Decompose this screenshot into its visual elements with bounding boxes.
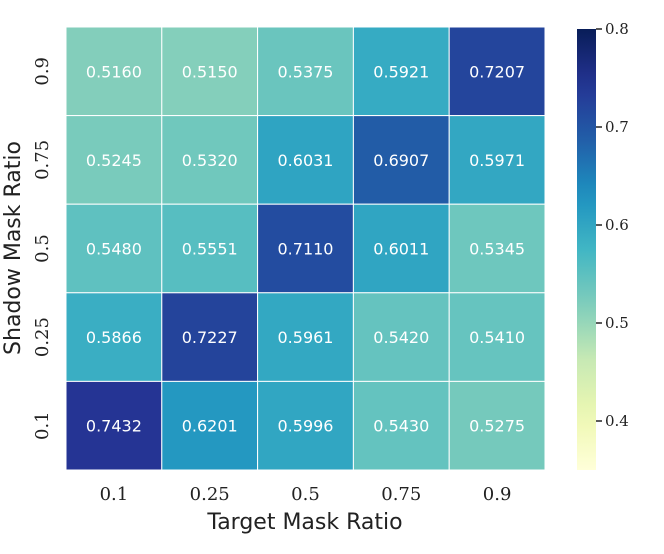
heatmap-cell [448,292,546,382]
heatmap-cell [352,203,450,294]
heatmap-cell [257,292,354,382]
cell-value-label: 0.5551 [182,240,238,259]
y-tick-label: 0.75 [32,140,53,180]
colorbar-tick-label: 0.8 [605,20,629,38]
heatmap-cell [257,203,354,294]
heatmap-cell [448,115,546,205]
heatmap-cell [257,26,354,117]
cell-value-label: 0.5150 [182,62,238,81]
heatmap-cell [65,292,163,382]
heatmap-cell [448,203,546,294]
colorbar-tick-label: 0.7 [605,118,629,136]
heatmap-cell [161,292,259,382]
colorbar [577,29,596,470]
y-tick-label: 0.25 [32,317,53,357]
x-axis-title: Target Mask Ratio [206,510,402,535]
cell-value-label: 0.5921 [373,62,429,81]
y-axis-title: Shadow Mask Ratio [1,141,26,355]
x-tick-label: 0.75 [381,484,421,505]
y-axis-ticks: 0.9 0.75 0.5 0.25 0.1 [32,57,53,440]
cell-value-label: 0.5420 [373,328,429,347]
heatmap-cell [352,26,450,117]
y-tick-label: 0.1 [32,411,53,440]
heatmap-cell [257,380,354,471]
cell-value-label: 0.5971 [469,151,525,170]
colorbar-tick-label: 0.4 [605,412,629,430]
cell-value-label: 0.7227 [182,328,238,347]
cell-value-label: 0.5480 [86,240,142,259]
cell-value-label: 0.5245 [86,151,142,170]
colorbar-ticks: 0.4 0.5 0.6 0.7 0.8 [596,20,629,430]
x-tick-label: 0.5 [291,484,320,505]
cell-value-label: 0.5961 [278,328,334,347]
x-axis-ticks: 0.1 0.25 0.5 0.75 0.9 [100,484,512,505]
y-tick-label: 0.9 [32,57,53,86]
cell-value-label: 0.5410 [469,328,525,347]
heatmap-cell [161,380,259,471]
heatmap-cell [65,115,163,205]
heatmap-cell [65,380,163,471]
cell-value-label: 0.5320 [182,151,238,170]
cell-value-label: 0.5160 [86,62,142,81]
colorbar-tick-label: 0.5 [605,314,629,332]
heatmap-cells [65,26,546,471]
heatmap-cell [161,203,259,294]
cell-value-label: 0.6031 [278,151,334,170]
cell-value-label: 0.7207 [469,62,525,81]
heatmap-cell [65,26,163,117]
heatmap-cell [352,292,450,382]
heatmap-cell [448,26,546,117]
x-tick-label: 0.1 [100,484,129,505]
cell-value-label: 0.5430 [373,417,429,436]
cell-value-label: 0.5345 [469,240,525,259]
cell-value-label: 0.7432 [86,417,142,436]
cell-value-label: 0.5996 [278,417,334,436]
heatmap-cell [161,26,259,117]
colorbar-tick-label: 0.6 [605,216,629,234]
heatmap-cell [448,380,546,471]
cell-value-label: 0.5275 [469,417,525,436]
y-tick-label: 0.5 [32,234,53,263]
cell-value-labels: 0.5160 0.5150 0.5375 0.5921 0.7207 0.5245 0.53… [86,62,525,435]
cell-value-label: 0.7110 [278,240,334,259]
cell-value-label: 0.6201 [182,417,238,436]
cell-value-label: 0.6011 [373,240,429,259]
x-tick-label: 0.9 [483,484,512,505]
cell-value-label: 0.5866 [86,328,142,347]
x-tick-label: 0.25 [190,484,230,505]
cell-value-label: 0.5375 [278,62,334,81]
cell-value-label: 0.6907 [373,151,429,170]
heatmap-cell [257,115,354,205]
